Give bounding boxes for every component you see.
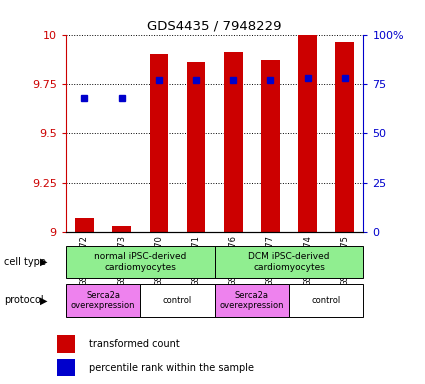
Bar <box>75 218 94 232</box>
Bar <box>261 60 280 232</box>
Text: Serca2a
overexpression: Serca2a overexpression <box>220 291 284 310</box>
Text: ▶: ▶ <box>40 295 48 305</box>
Bar <box>298 35 317 232</box>
Text: transformed count: transformed count <box>89 339 180 349</box>
FancyBboxPatch shape <box>66 246 215 278</box>
Bar <box>335 43 354 232</box>
Text: DCM iPSC-derived
cardiomyocytes: DCM iPSC-derived cardiomyocytes <box>248 252 330 272</box>
Text: control: control <box>163 296 192 305</box>
FancyBboxPatch shape <box>66 284 140 317</box>
Text: ▶: ▶ <box>40 257 48 267</box>
Text: percentile rank within the sample: percentile rank within the sample <box>89 362 255 373</box>
Bar <box>57 359 75 376</box>
Text: normal iPSC-derived
cardiomyocytes: normal iPSC-derived cardiomyocytes <box>94 252 187 272</box>
Text: cell type: cell type <box>4 257 46 267</box>
Text: Serca2a
overexpression: Serca2a overexpression <box>71 291 135 310</box>
Bar <box>112 227 131 232</box>
Text: protocol: protocol <box>4 295 44 305</box>
FancyBboxPatch shape <box>140 284 215 317</box>
FancyBboxPatch shape <box>289 284 363 317</box>
Bar <box>150 54 168 232</box>
Title: GDS4435 / 7948229: GDS4435 / 7948229 <box>147 19 282 32</box>
FancyBboxPatch shape <box>215 284 289 317</box>
Bar <box>224 52 243 232</box>
FancyBboxPatch shape <box>215 246 363 278</box>
Bar <box>57 335 75 353</box>
Text: control: control <box>312 296 341 305</box>
Bar <box>187 62 205 232</box>
